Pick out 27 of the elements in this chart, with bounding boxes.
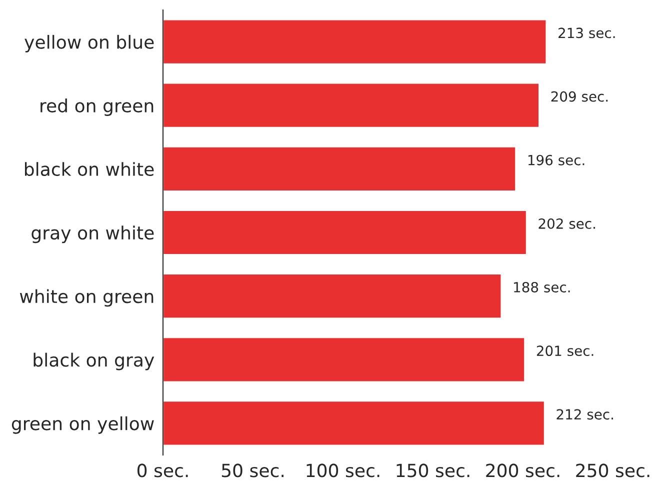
bar [163,18,548,65]
y-tick-label: gray on white [32,226,154,244]
y-tick-label: red on green [40,98,154,116]
data-label: 188 sec. [514,282,570,292]
bar [163,400,546,446]
x-tick-label: 250 sec. [576,464,650,478]
data-label: 202 sec. [538,218,595,229]
data-label: 209 sec. [551,91,608,102]
bar [163,210,528,256]
y-tick-label: green on yellow [12,416,154,434]
y-tick-label: black on white [25,162,154,176]
data-label: 196 sec. [528,154,584,166]
y-tick-label: white on green [20,289,154,307]
y-tick-label: yellow on blue [24,34,154,52]
bar [163,273,502,320]
data-label: 201 sec. [536,346,594,356]
x-tick-label: 50 sec. [222,464,284,478]
y-tick-label: black on gray [34,352,154,370]
bar [163,146,516,192]
bar [163,336,526,383]
x-tick-label: 200 sec. [486,464,560,478]
x-tick-label: 150 sec. [396,464,470,478]
x-tick-label: 0 sec. [137,464,188,478]
data-label: 212 sec. [556,409,613,420]
x-tick-label: 100 sec. [306,464,380,478]
bar [163,82,540,128]
data-label: 213 sec. [558,28,615,38]
